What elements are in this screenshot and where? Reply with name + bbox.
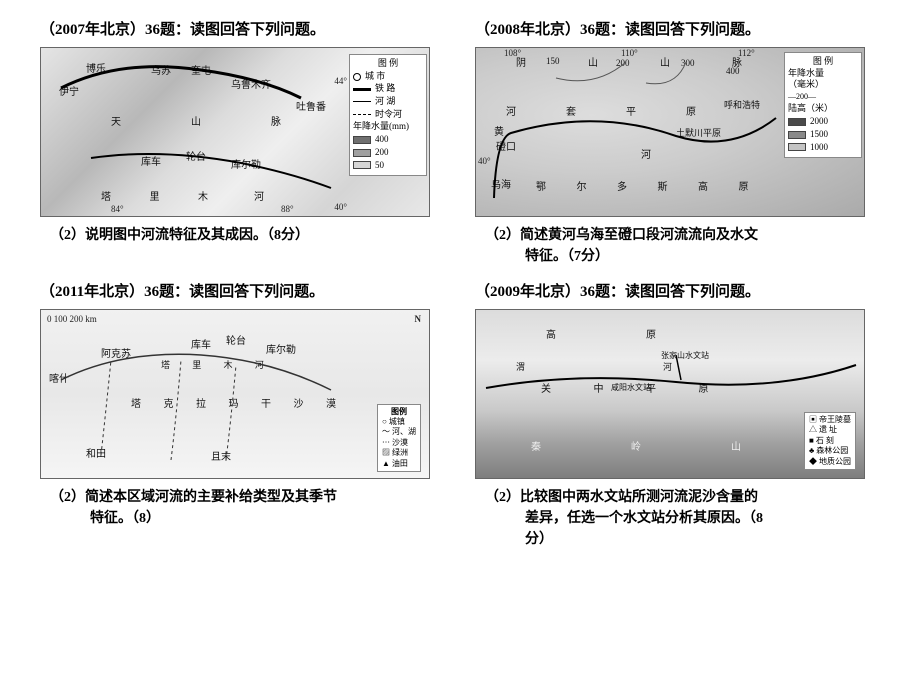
question-2008-cont: 特征。（7分） [475,246,880,267]
cell-2011: （2011年北京）36题：读图回答下列问题。 0 100 200 km N 塔 … [40,282,445,550]
cell-2008: （2008年北京）36题：读图回答下列问题。 阴 山 山 脉 河 套 平 原 黄… [475,20,880,267]
legend-city: 城 市 [365,71,385,83]
question-2007: （2）说明图中河流特征及其成因。（8分） [40,225,445,246]
legend-river: 河 湖 [375,96,395,108]
north-2011: N [415,314,422,324]
question-2011: （2）简述本区域河流的主要补给类型及其季节 [40,487,445,508]
rivers-2007 [41,48,341,217]
legend-seasonal: 时令河 [375,109,402,121]
legend-precip-label: 年降水量(mm) [353,121,423,133]
precip-50: 50 [375,160,384,172]
cell-2007: （2007年北京）36题：读图回答下列问题。 天 山 脉 塔 里 木 河 伊宁 … [40,20,445,267]
question-2009: （2）比较图中两水文站所测河流泥沙含量的 [475,487,880,508]
cell-2009: （2009年北京）36题：读图回答下列问题。 高 原 关 中 平 原 渭 河 秦… [475,282,880,550]
page-grid: （2007年北京）36题：读图回答下列问题。 天 山 脉 塔 里 木 河 伊宁 … [40,20,880,550]
rivers-2011 [41,310,351,479]
lat-44: 44° [334,76,347,86]
legend-2009: ▣ 帝王陵墓 △ 遗 址 ■ 石 刻 ♣ 森林公园 ◆ 地质公园 [804,412,856,470]
legend-elev-2008: 陆高（米） [788,103,858,115]
question-2009-cont: 差异，任选一个水文站分析其原因。（8 [475,508,880,529]
precip-200: 200 [375,147,389,159]
lat-40: 40° [334,202,347,212]
title-2008: （2008年北京）36题：读图回答下列问题。 [475,20,880,41]
question-2009-cont2: 分） [475,529,880,550]
elev-1500: 1500 [810,129,828,141]
question-2011-cont: 特征。（8） [40,508,445,529]
map-2009: 高 原 关 中 平 原 渭 河 秦 岭 山 脉 张家山水文站 咸阳水文站 ▣ 帝… [475,309,865,479]
map-2008: 阴 山 山 脉 河 套 平 原 黄 河 鄂 尔 多 斯 高 原 磴口 乌海 呼和… [475,47,865,217]
legend-title-2008: 图 例 [788,56,858,68]
legend-precip-2008: 年降水量（毫米） [788,68,858,91]
title-2009: （2009年北京）36题：读图回答下列问题。 [475,282,880,303]
title-2007: （2007年北京）36题：读图回答下列问题。 [40,20,445,41]
legend-title-2011: 图例 [382,407,416,417]
legend-rail: 铁 路 [375,83,395,95]
legend-title-2007: 图 例 [353,58,423,70]
title-2011: （2011年北京）36题：读图回答下列问题。 [40,282,445,303]
huanghe-path [476,48,786,217]
lon-88: 88° [281,204,294,214]
legend-2008: 图 例 年降水量（毫米） —200— 陆高（米） 2000 1500 1000 [784,52,862,158]
legend-2007: 图 例 城 市 铁 路 河 湖 时令河 年降水量(mm) 400 200 50 [349,54,427,176]
elev-1000: 1000 [810,142,828,154]
lon-84: 84° [111,204,124,214]
map-2011: 0 100 200 km N 塔 克 拉 玛 干 沙 漠 塔 里 木 河 喀什 … [40,309,430,479]
precip-400: 400 [375,134,389,146]
legend-2011: 图例 ○ 城镇 ～ 河、湖 ⋯ 沙漠 ▨ 绿洲 ▲ 油田 [377,404,421,472]
question-2008: （2）简述黄河乌海至磴口段河流流向及水文 [475,225,880,246]
map-2007: 天 山 脉 塔 里 木 河 伊宁 博乐 乌苏 奎屯 乌鲁木齐 吐鲁番 库车 轮台… [40,47,430,217]
elev-2000: 2000 [810,116,828,128]
